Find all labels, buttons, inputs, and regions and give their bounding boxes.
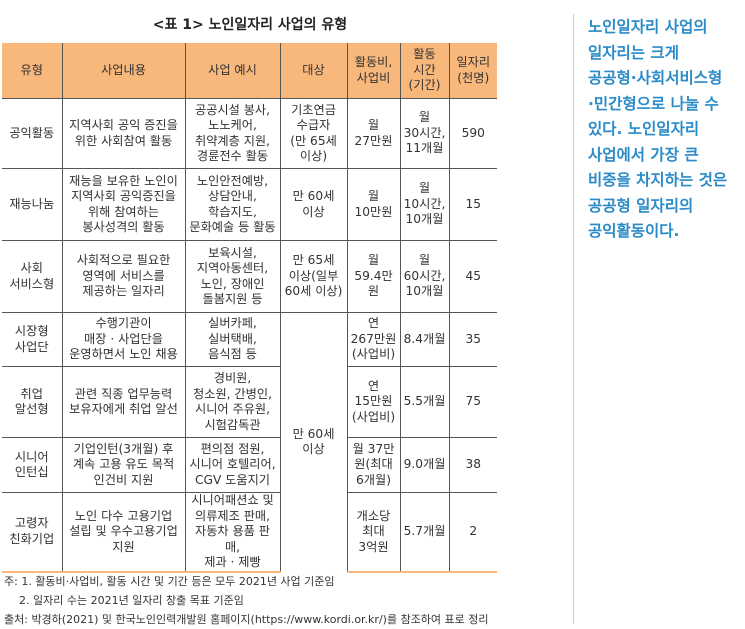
table-row: 시장형 사업단 수행기관이 매장 · 사업단을 운영하면서 노인 채용 실버카페, … [2,312,497,572]
cell-jobs: 45 [448,240,497,313]
cell-cost: 월 10만원 [346,168,400,241]
cell-cost: 연 15만원 (사업비) [346,366,400,438]
column-header: 대상 [279,43,347,99]
cell-example: 시니어패션쇼 및 의류제조 판매, 자동차 용품 판매, 제과 · 제빵 [184,492,280,573]
table-row: 취업 알선형 관련 직종 업무능력 보유자에게 취업 알선 경비원, 청소원, 간병… [2,366,497,438]
cell-cost: 월 37만 원(최대 6개월) [346,437,400,493]
sidebar-callout: 노인일자리 사업의 일자리는 크게 공공형·사회서비스형 ·민간형으로 나눌 수… [588,18,728,240]
cell-content: 노인 다수 고용기업 설립 및 우수고용기업 지원 [61,492,185,573]
table-row: 고령자 친화기업 노인 다수 고용기업 설립 및 우수고용기업 지원 시니어패션쇼 … [2,492,497,573]
table-title: <표 1> 노인일자리 사업의 유형 [152,17,348,33]
cell-example: 실버카페, 실버택배, 음식점 등 [184,312,280,367]
source-note: 출처: 박경하(2021) 및 한국노인인력개발원 홈페이지(https://w… [4,613,489,626]
column-header: 유형 [2,43,62,99]
cell-cost: 연 267만원 (사업비) [346,312,400,367]
column-header: 일자리 (천명) [448,43,497,99]
cell-period: 8.4개월 [399,312,449,367]
cell-target: 만 65세 이상(일부 60세 이상) [279,240,347,313]
cell-type: 시장형 사업단 [2,312,62,367]
divider [573,14,574,624]
cell-jobs: 590 [448,98,497,169]
table-header-row: 유형 사업내용 사업 예시 대상 활동비, 사업비 활동 시간 (기간) 일자리 (천명) [2,43,497,99]
cell-example: 경비원, 청소원, 간병인, 시니어 주유원, 시험감독관 [184,366,280,438]
cell-cost: 월 27만원 [346,98,400,169]
cell-jobs: 38 [448,437,497,493]
note-1: 주: 1. 활동비·사업비, 활동 시간 및 기간 등은 모두 2021년 사업… [4,575,335,588]
cell-period: 월 60시간, 10개월 [399,240,449,313]
cell-period: 월 10시간, 10개월 [399,168,449,241]
cell-type: 재능나눔 [2,168,62,241]
cell-type: 고령자 친화기업 [2,492,62,573]
cell-period: 9.0개월 [399,437,449,493]
note-2: 2. 일자리 수는 2021년 일자리 창출 목표 기준임 [19,594,244,607]
cell-example: 편의점 점원, 시니어 호텔리어, CGV 도움지기 [184,437,280,493]
cell-example: 공공시설 봉사, 노노케어, 취약계층 지원, 경륜전수 활동 [184,98,280,169]
column-header: 사업내용 [61,43,185,99]
cell-period: 5.7개월 [399,492,449,573]
column-header: 활동 시간 (기간) [399,43,449,99]
cell-period: 5.5개월 [399,366,449,438]
table-row: 공익활동 지역사회 공익 증진을 위한 사회참여 활동 공공시설 봉사, 노노케어,… [2,98,497,169]
cell-jobs: 75 [448,366,497,438]
cell-jobs: 15 [448,168,497,241]
cell-target: 기초연금 수급자 (만 65세 이상) [279,98,347,169]
cell-type: 공익활동 [2,98,62,169]
column-header: 활동비, 사업비 [346,43,400,99]
column-header: 사업 예시 [184,43,280,99]
table-notes: 주: 1. 활동비·사업비, 활동 시간 및 기간 등은 모두 2021년 사업… [4,572,489,629]
cell-cost: 월 59.4만원 [346,240,400,313]
cell-cost: 개소당 최대 3억원 [346,492,400,573]
table-row: 재능나눔 재능을 보유한 노인이 지역사회 공익증진을 위해 참여하는 봉사성격의… [2,168,497,241]
cell-content: 지역사회 공익 증진을 위한 사회참여 활동 [61,98,185,169]
cell-content: 관련 직종 업무능력 보유자에게 취업 알선 [61,366,185,438]
cell-jobs: 2 [448,492,497,573]
table-row: 시니어 인턴십 기업인턴(3개월) 후 계속 고용 유도 목적 인건비 지원 편의점… [2,437,497,493]
cell-target: 만 60세 이상 [279,168,347,241]
cell-period: 월 30시간, 11개월 [399,98,449,169]
table-row: 사회 서비스형 사회적으로 필요한 영역에 서비스를 제공하는 일자리 보육시설, … [2,240,497,313]
cell-content: 사회적으로 필요한 영역에 서비스를 제공하는 일자리 [61,240,185,313]
cell-target: 만 60세 이상 [279,312,347,572]
cell-content: 수행기관이 매장 · 사업단을 운영하면서 노인 채용 [61,312,185,367]
cell-example: 노인안전예방, 상담안내, 학습지도, 문화예술 등 활동 [184,168,280,241]
cell-type: 시니어 인턴십 [2,437,62,493]
cell-example: 보육시설, 지역아동센터, 노인, 장애인 돌봄지원 등 [184,240,280,313]
cell-content: 기업인턴(3개월) 후 계속 고용 유도 목적 인건비 지원 [61,437,185,493]
cell-jobs: 35 [448,312,497,367]
cell-type: 사회 서비스형 [2,240,62,313]
cell-type: 취업 알선형 [2,366,62,438]
cell-content: 재능을 보유한 노인이 지역사회 공익증진을 위해 참여하는 봉사성격의 활동 [61,168,185,241]
elderly-jobs-table: 유형 사업내용 사업 예시 대상 활동비, 사업비 활동 시간 (기간) 일자리 (천명) … [2,43,497,573]
